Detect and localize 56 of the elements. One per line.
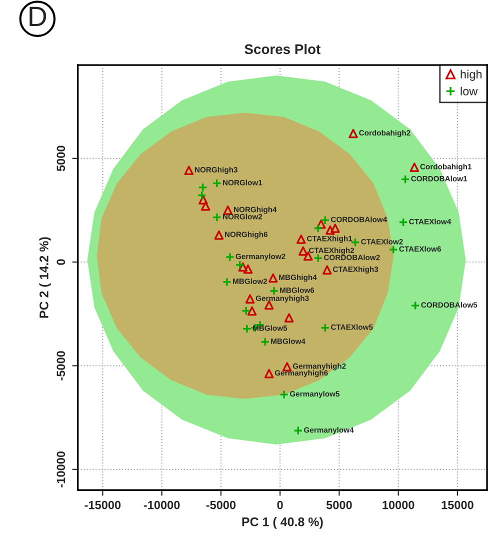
point xyxy=(269,286,279,296)
point xyxy=(247,306,257,316)
point xyxy=(348,128,358,138)
x-tick-label: 10000 xyxy=(382,500,414,510)
point xyxy=(245,294,255,304)
y-tick-label: -10000 xyxy=(56,451,66,488)
point xyxy=(264,368,274,378)
point xyxy=(298,246,308,256)
legend-label: low xyxy=(460,86,478,96)
x-axis-title: PC 1 ( 40.8 %) xyxy=(242,517,323,529)
point xyxy=(294,426,303,436)
chart-title: Scores Plot xyxy=(244,44,320,54)
point xyxy=(388,244,398,254)
point xyxy=(198,195,208,204)
point xyxy=(235,260,244,270)
point xyxy=(238,262,248,272)
y-tick-label: 5000 xyxy=(56,146,66,172)
point xyxy=(200,201,210,211)
x-tick-label: -5000 xyxy=(206,500,236,510)
point xyxy=(197,190,207,200)
point xyxy=(268,273,278,283)
point xyxy=(222,277,232,287)
point xyxy=(320,216,330,225)
point xyxy=(316,219,326,229)
point xyxy=(243,264,253,274)
point xyxy=(320,323,330,332)
point xyxy=(398,218,408,227)
x-tick-label: 5000 xyxy=(326,500,352,510)
point xyxy=(198,182,208,192)
point xyxy=(242,324,252,334)
point xyxy=(184,166,194,176)
point xyxy=(260,337,270,347)
point xyxy=(314,224,323,233)
x-tick-label: -15000 xyxy=(84,500,121,510)
point xyxy=(214,230,224,240)
point xyxy=(212,212,222,222)
point xyxy=(225,252,235,262)
point xyxy=(410,162,420,172)
x-tick-label: -10000 xyxy=(144,500,180,510)
point xyxy=(296,234,306,244)
point xyxy=(400,174,410,184)
point xyxy=(326,225,335,235)
y-tick-label: -5000 xyxy=(56,351,66,380)
text: D xyxy=(30,6,46,26)
y-axis-title: PC 2 ( 14.2 %) xyxy=(39,237,51,318)
point xyxy=(410,300,420,310)
point xyxy=(330,224,340,233)
x-tick-label: 0 xyxy=(277,500,283,510)
y-tick-label: 0 xyxy=(56,259,66,265)
x-tick-label: 15000 xyxy=(442,500,474,510)
point xyxy=(279,390,289,400)
point xyxy=(322,265,332,275)
legend-label: high xyxy=(460,70,482,81)
point xyxy=(284,313,294,322)
point xyxy=(241,306,251,316)
point xyxy=(212,178,222,188)
